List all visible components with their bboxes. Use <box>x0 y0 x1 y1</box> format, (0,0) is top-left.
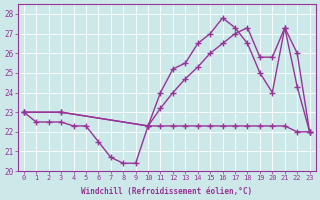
X-axis label: Windchill (Refroidissement éolien,°C): Windchill (Refroidissement éolien,°C) <box>81 187 252 196</box>
